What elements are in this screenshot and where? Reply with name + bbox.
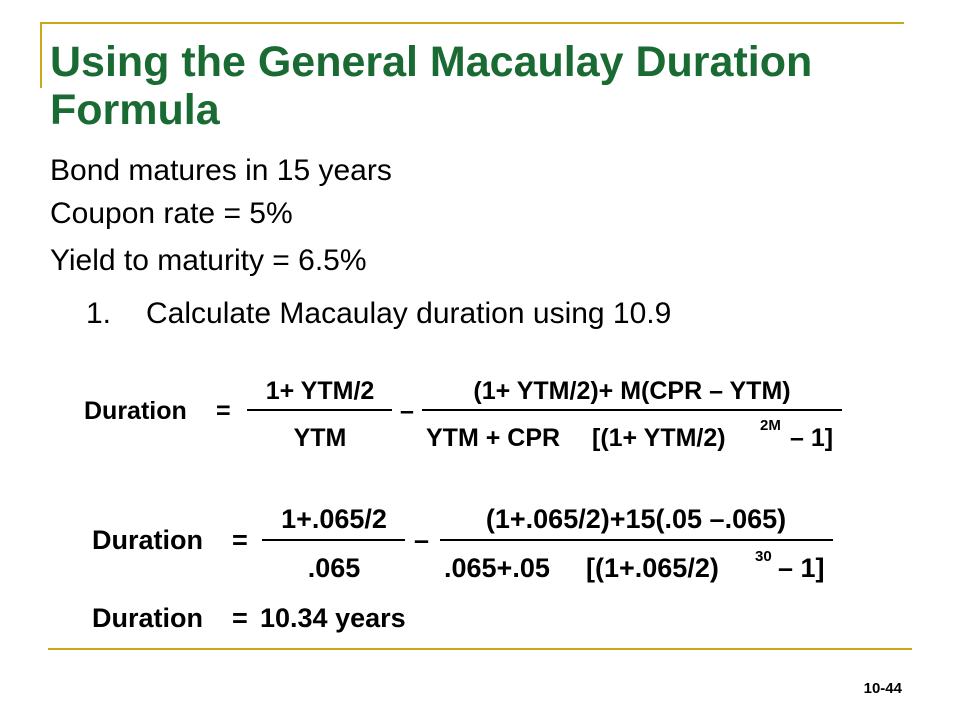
formula-minus: – (400, 397, 414, 425)
maturity-line: Bond matures in 15 years (50, 154, 392, 187)
step-text: Calculate Macaulay duration using 10.9 (146, 297, 672, 330)
substituted-frac2-den-tail: – 1] (778, 553, 825, 583)
slide-title: Using the General Macaulay Duration Form… (50, 38, 813, 134)
substituted-frac2-numerator: (1+.065/2)+15(.05 –.065) (486, 504, 786, 534)
substituted-minus: – (414, 525, 429, 555)
substituted-frac1-denominator: .065 (308, 553, 361, 583)
substituted-frac2-den-left: .065+.05 (444, 553, 550, 583)
substituted-equals: = (232, 525, 248, 555)
bottom-rule (48, 648, 912, 650)
slide-number: 10-44 (863, 680, 902, 697)
coupon-rate-line: Coupon rate = 5% (50, 197, 293, 230)
substituted-frac2-den-exponent: 30 (755, 548, 772, 565)
step-item: 1. Calculate Macaulay duration using 10.9 (86, 296, 671, 332)
result-equals: = (232, 603, 248, 633)
formula-lhs: Duration (84, 397, 187, 425)
formula-frac2-den-left: YTM + CPR (426, 424, 560, 452)
ytm-line: Yield to maturity = 6.5% (50, 244, 367, 277)
formula-frac2-numerator: (1+ YTM/2)+ M(CPR – YTM) (473, 377, 790, 405)
substituted-frac1-numerator: 1+.065/2 (281, 504, 387, 534)
formula-frac2-den-tail: – 1] (790, 424, 833, 452)
left-accent-rule (40, 22, 42, 88)
formula-frac2-den-exponent: 2M (760, 417, 781, 434)
top-rule (40, 22, 904, 24)
formula-frac1-numerator: 1+ YTM/2 (266, 377, 375, 405)
step-number: 1. (86, 297, 112, 330)
substituted-lhs: Duration (92, 525, 203, 555)
result-lhs: Duration (92, 603, 203, 633)
substituted-frac2-den-bracket: [(1+.065/2) (586, 553, 719, 583)
formula-frac2-den-bracket: [(1+ YTM/2) (592, 424, 726, 452)
formula-frac1-denominator: YTM (294, 424, 347, 452)
result-value: 10.34 years (260, 603, 406, 633)
formula-equals: = (216, 397, 231, 425)
